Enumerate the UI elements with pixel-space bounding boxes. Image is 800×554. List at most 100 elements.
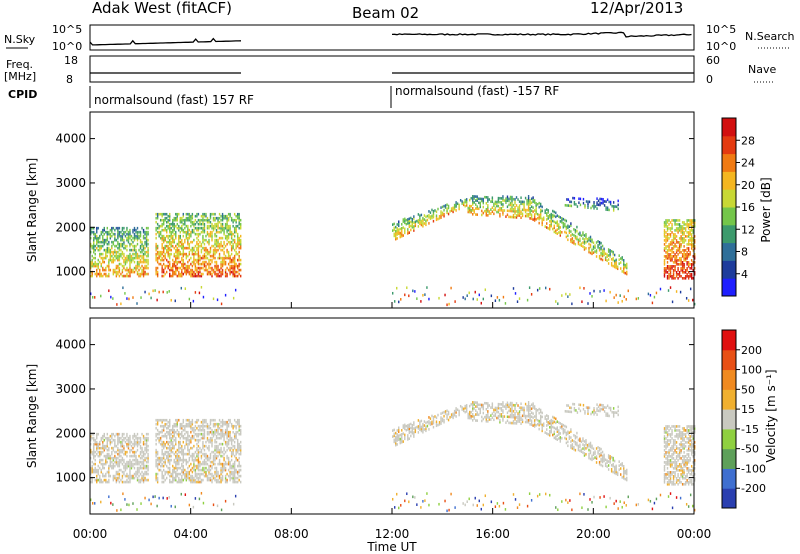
- velocity-echo-cell: [209, 426, 212, 430]
- velocity-echo-cell: [217, 446, 219, 450]
- velocity-echo-cell: [529, 423, 531, 426]
- velocity-echo-cell: [417, 431, 420, 434]
- power-echo-cell: [197, 272, 200, 276]
- velocity-echo-cell: [227, 456, 230, 460]
- velocity-echo-cell: [147, 466, 149, 470]
- power-echo-cell: [564, 203, 567, 207]
- power-echo-cell: [233, 262, 236, 266]
- velocity-echo-cell: [169, 428, 171, 432]
- velocity-echo-cell: [215, 436, 218, 440]
- velocity-echo-cell: [173, 468, 175, 472]
- power-echo-cell: [669, 233, 672, 236]
- power-echo-cell: [399, 235, 401, 239]
- power-echo-cell: [681, 221, 684, 224]
- power-echo-cell: [223, 252, 225, 256]
- power-echo-cell: [169, 222, 171, 226]
- power-echo-cell: [203, 214, 206, 218]
- power-echo-cell: [93, 232, 95, 236]
- power-echo-cell: [103, 260, 105, 264]
- velocity-echo-cell: [518, 503, 521, 506]
- power-echo-cell: [191, 212, 194, 216]
- velocity-echo-cell: [166, 418, 168, 422]
- power-echo-cell: [172, 224, 174, 228]
- power-echo-cell: [117, 232, 119, 236]
- power-echo-cell: [188, 218, 191, 222]
- power-echo-cell: [129, 264, 131, 268]
- power-echo-cell: [214, 256, 216, 260]
- power-echo-cell: [470, 210, 472, 214]
- power-echo-cell: [485, 211, 488, 215]
- velocity-echo-cell: [425, 427, 427, 431]
- velocity-echo-cell: [142, 476, 145, 480]
- velocity-echo-cell: [112, 462, 115, 466]
- power-echo-cell: [665, 219, 667, 222]
- velocity-echo-cell: [161, 420, 163, 424]
- power-echo-cell: [515, 214, 518, 217]
- power-echo-cell: [147, 238, 149, 242]
- velocity-echo-cell: [155, 438, 157, 442]
- power-echo-cell: [443, 204, 445, 208]
- velocity-echo-cell: [108, 446, 110, 450]
- power-echo-cell: [187, 218, 189, 222]
- power-echo-cell: [232, 232, 234, 236]
- power-echo-cell: [202, 234, 204, 238]
- power-echo-cell: [200, 272, 203, 276]
- velocity-echo-cell: [209, 460, 212, 464]
- velocity-echo-cell: [538, 493, 541, 496]
- power-echo-cell: [161, 246, 163, 250]
- power-echo-cell: [120, 272, 122, 276]
- velocity-echo-cell: [579, 492, 581, 496]
- power-echo-cell: [395, 225, 397, 229]
- velocity-echo-cell: [166, 436, 168, 440]
- velocity-echo-cell: [467, 412, 469, 416]
- velocity-echo-cell: [170, 428, 172, 432]
- velocity-echo-cell: [103, 454, 105, 458]
- colorbar-swatch: [722, 207, 736, 226]
- velocity-echo-cell: [126, 464, 128, 468]
- velocity-echo-cell: [423, 428, 426, 431]
- velocity-echo-cell: [420, 429, 423, 433]
- velocity-echo-cell: [414, 428, 417, 432]
- power-echo-cell: [144, 272, 146, 276]
- power-echo-cell: [199, 232, 201, 236]
- velocity-echo-cell: [217, 428, 219, 432]
- velocity-echo-cell: [402, 426, 404, 429]
- power-frame: [89, 111, 695, 309]
- velocity-echo-cell: [199, 476, 201, 480]
- velocity-echo-cell: [203, 474, 206, 478]
- power-echo-cell: [121, 264, 124, 268]
- velocity-echo-cell: [209, 476, 212, 480]
- power-echo-cell: [556, 214, 558, 217]
- power-echo-cell: [179, 250, 181, 254]
- power-echo-cell: [596, 203, 598, 206]
- power-echo-cell: [229, 264, 231, 268]
- power-echo-cell: [467, 208, 469, 212]
- power-echo-cell: [167, 218, 169, 222]
- velocity-echo-cell: [221, 450, 224, 454]
- power-echo-cell: [99, 240, 101, 244]
- power-echo-cell: [156, 222, 159, 226]
- power-echo-cell: [530, 215, 533, 219]
- power-echo-cell: [506, 199, 509, 203]
- power-echo-cell: [502, 195, 504, 198]
- power-echo-cell: [678, 274, 681, 278]
- velocity-echo-cell: [485, 413, 488, 417]
- velocity-echo-cell: [190, 430, 192, 434]
- power-echo-cell: [663, 271, 666, 274]
- power-echo-cell: [139, 244, 142, 248]
- velocity-echo-cell: [114, 438, 116, 442]
- power-echo-cell: [527, 206, 530, 210]
- velocity-echo-cell: [96, 480, 98, 484]
- velocity-echo-cell: [111, 446, 113, 450]
- velocity-echo-cell: [188, 448, 191, 452]
- power-echo-cell: [208, 250, 210, 254]
- velocity-echo-cell: [206, 436, 209, 440]
- power-echo-cell: [159, 250, 162, 254]
- velocity-echo-cell: [200, 468, 203, 472]
- velocity-echo-cell: [226, 426, 228, 430]
- power-echo-cell: [124, 244, 127, 248]
- power-echo-cell: [145, 258, 148, 262]
- power-echo-cell: [239, 244, 242, 248]
- velocity-echo-cell: [517, 412, 519, 415]
- velocity-echo-cell: [527, 414, 530, 418]
